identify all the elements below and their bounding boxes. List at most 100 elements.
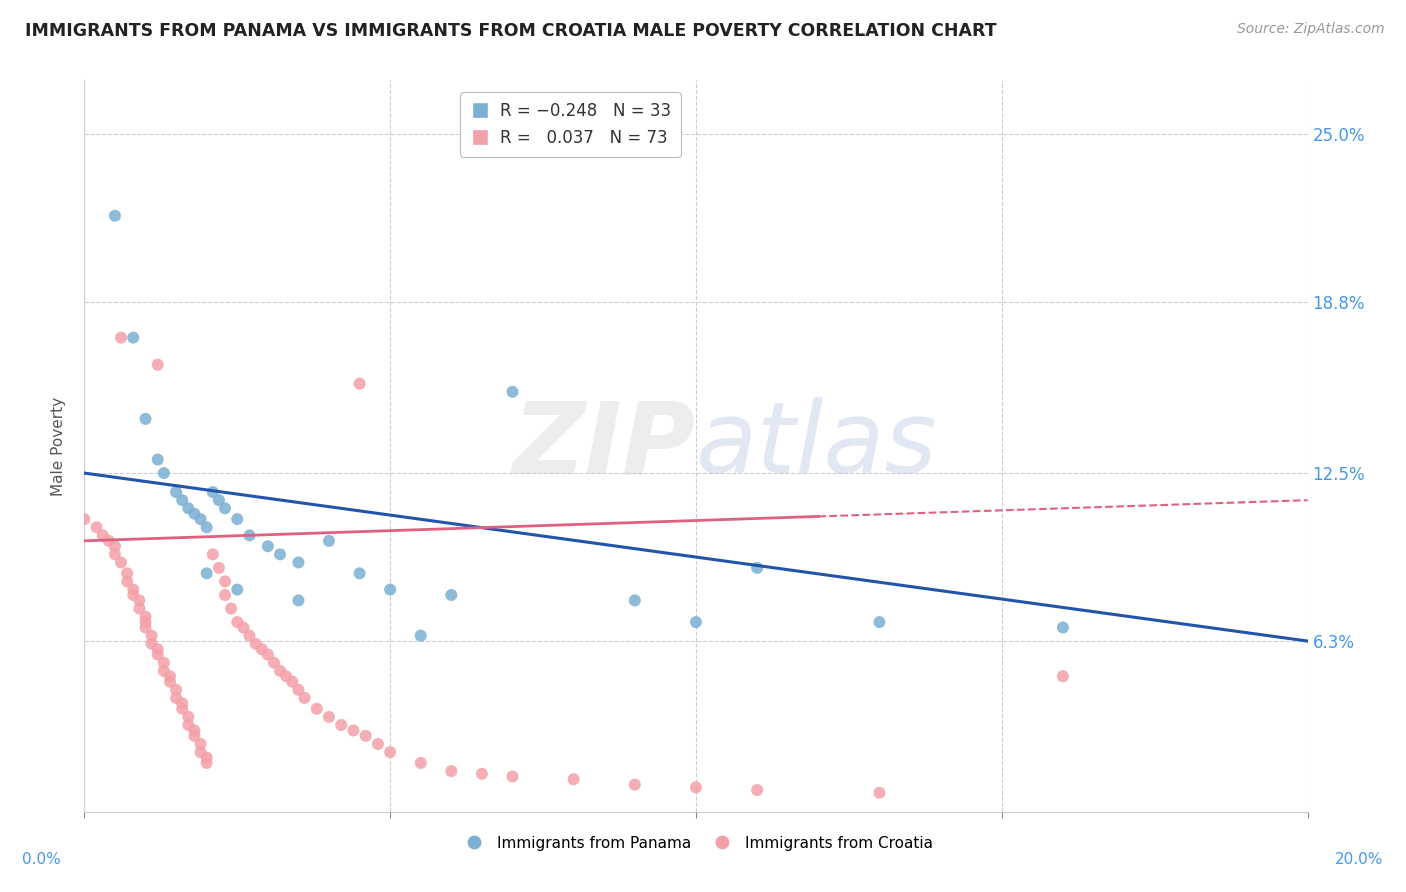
Point	[190, 745, 212, 759]
Point	[135, 412, 157, 426]
Point	[115, 566, 138, 581]
Point	[869, 786, 891, 800]
Point	[238, 528, 260, 542]
Point	[869, 615, 891, 629]
Point	[1052, 669, 1074, 683]
Point	[183, 729, 205, 743]
Point	[195, 520, 218, 534]
Point	[281, 674, 304, 689]
Point	[354, 729, 377, 743]
Point	[201, 547, 224, 561]
Point	[146, 358, 169, 372]
Point	[294, 690, 316, 705]
Point	[122, 588, 145, 602]
Text: 0.0%: 0.0%	[22, 852, 62, 867]
Point	[562, 772, 585, 787]
Point	[226, 582, 249, 597]
Point	[122, 582, 145, 597]
Point	[190, 512, 212, 526]
Point	[135, 620, 157, 634]
Point	[380, 745, 402, 759]
Point	[747, 783, 769, 797]
Point	[146, 642, 169, 657]
Point	[238, 629, 260, 643]
Point	[380, 582, 402, 597]
Point	[195, 750, 218, 764]
Point	[183, 507, 205, 521]
Point	[135, 609, 157, 624]
Point	[91, 528, 114, 542]
Text: ZIP: ZIP	[513, 398, 696, 494]
Point	[146, 648, 169, 662]
Point	[409, 629, 432, 643]
Point	[245, 637, 267, 651]
Point	[172, 697, 194, 711]
Point	[502, 384, 524, 399]
Point	[747, 561, 769, 575]
Point	[128, 601, 150, 615]
Point	[128, 593, 150, 607]
Point	[208, 493, 231, 508]
Point	[342, 723, 364, 738]
Text: 20.0%: 20.0%	[1336, 852, 1384, 867]
Point	[165, 690, 187, 705]
Point	[226, 615, 249, 629]
Point	[172, 493, 194, 508]
Point	[177, 501, 200, 516]
Point	[153, 664, 176, 678]
Point	[305, 702, 328, 716]
Point	[269, 547, 291, 561]
Point	[257, 648, 280, 662]
Point	[624, 778, 647, 792]
Point	[183, 723, 205, 738]
Point	[349, 566, 371, 581]
Point	[190, 737, 212, 751]
Point	[153, 656, 176, 670]
Point	[330, 718, 353, 732]
Legend: Immigrants from Panama, Immigrants from Croatia: Immigrants from Panama, Immigrants from …	[453, 830, 939, 856]
Point	[97, 533, 120, 548]
Point	[287, 682, 309, 697]
Point	[104, 547, 127, 561]
Point	[287, 593, 309, 607]
Point	[104, 209, 127, 223]
Point	[250, 642, 273, 657]
Point	[232, 620, 254, 634]
Point	[165, 485, 187, 500]
Point	[208, 561, 231, 575]
Point	[257, 539, 280, 553]
Y-axis label: Male Poverty: Male Poverty	[51, 396, 66, 496]
Text: IMMIGRANTS FROM PANAMA VS IMMIGRANTS FROM CROATIA MALE POVERTY CORRELATION CHART: IMMIGRANTS FROM PANAMA VS IMMIGRANTS FRO…	[25, 22, 997, 40]
Point	[115, 574, 138, 589]
Point	[86, 520, 108, 534]
Point	[440, 588, 463, 602]
Point	[214, 501, 236, 516]
Point	[624, 593, 647, 607]
Point	[214, 588, 236, 602]
Point	[172, 702, 194, 716]
Point	[318, 710, 340, 724]
Point	[110, 556, 132, 570]
Point	[440, 764, 463, 778]
Point	[349, 376, 371, 391]
Text: Source: ZipAtlas.com: Source: ZipAtlas.com	[1237, 22, 1385, 37]
Point	[165, 682, 187, 697]
Point	[73, 512, 96, 526]
Text: atlas: atlas	[696, 398, 938, 494]
Point	[122, 331, 145, 345]
Point	[409, 756, 432, 770]
Point	[159, 674, 181, 689]
Point	[146, 452, 169, 467]
Point	[502, 770, 524, 784]
Point	[685, 615, 707, 629]
Point	[201, 485, 224, 500]
Point	[263, 656, 285, 670]
Point	[177, 718, 200, 732]
Point	[141, 629, 163, 643]
Point	[226, 512, 249, 526]
Point	[1052, 620, 1074, 634]
Point	[195, 756, 218, 770]
Point	[318, 533, 340, 548]
Point	[104, 539, 127, 553]
Point	[110, 331, 132, 345]
